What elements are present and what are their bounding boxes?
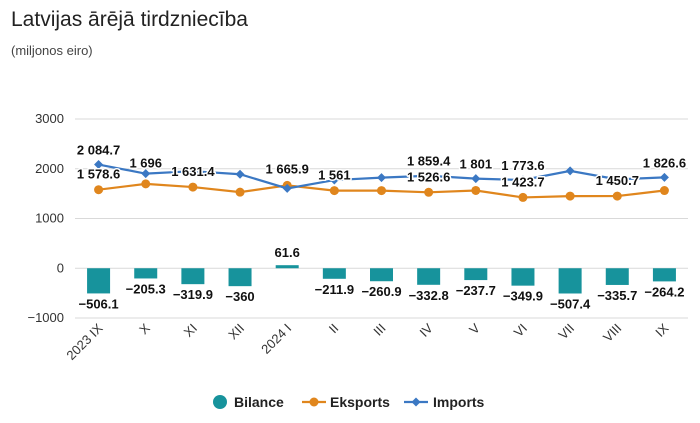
legend-imports-label: Imports bbox=[433, 394, 485, 410]
x-category-label: X bbox=[136, 320, 153, 337]
y-tick-label: 0 bbox=[57, 260, 64, 275]
chart-subtitle: (miljonos eiro) bbox=[11, 43, 93, 58]
imports-value-label: 1 665.9 bbox=[266, 161, 309, 176]
imports-value-label: 1 773.6 bbox=[501, 158, 544, 173]
bilance-value-label: −349.9 bbox=[503, 289, 543, 304]
bilance-value-label: −237.7 bbox=[456, 283, 496, 298]
x-category-label: IV bbox=[416, 320, 436, 340]
x-axis-labels: 2023 IX X XI XII 2024 I II III IV V VI VII VIII IX bbox=[63, 320, 671, 363]
imports-point bbox=[612, 174, 622, 184]
x-category-label: XI bbox=[181, 321, 200, 340]
imports-value-label: 1 801 bbox=[460, 157, 493, 172]
x-category-label: VIII bbox=[600, 321, 624, 345]
eksports-value-label: 1 631.4 bbox=[171, 164, 215, 179]
bilance-value-label: −211.9 bbox=[315, 282, 354, 297]
bilance-value-label: −205.3 bbox=[126, 281, 166, 296]
imports-point bbox=[94, 160, 104, 170]
imports-point bbox=[565, 166, 575, 176]
bilance-bar bbox=[652, 268, 676, 282]
eksports-point bbox=[141, 179, 151, 189]
bilance-bar bbox=[511, 268, 535, 286]
bilance-bar bbox=[228, 268, 252, 287]
x-category-label: VI bbox=[511, 321, 530, 340]
legend-bilance-marker bbox=[213, 395, 227, 409]
bilance-bar bbox=[87, 268, 111, 294]
bilance-value-label: −507.4 bbox=[550, 296, 591, 311]
x-category-label: 2023 IX bbox=[63, 320, 106, 363]
eksports-value-label: 1 526.6 bbox=[407, 169, 450, 184]
x-category-label: II bbox=[326, 321, 342, 337]
bilance-bar bbox=[181, 268, 205, 285]
bilance-value-label: −506.1 bbox=[79, 296, 119, 311]
imports-value-label: 2 084.7 bbox=[77, 143, 120, 158]
eksports-value-label: 1 450.7 bbox=[596, 173, 639, 188]
imports-point bbox=[471, 174, 481, 184]
x-category-label: III bbox=[370, 321, 388, 339]
data-labels: −506.1 −205.3 −319.9 −360 61.6 −211.9 −260.9 −3… bbox=[75, 141, 687, 313]
bilance-value-label: 61.6 bbox=[275, 245, 300, 260]
y-tick-label: 2000 bbox=[35, 161, 64, 176]
imports-point bbox=[282, 183, 292, 193]
eksports-point bbox=[659, 186, 669, 196]
eksports-point bbox=[188, 182, 198, 192]
legend: Bilance Eksports Imports bbox=[213, 394, 485, 410]
eksports-point bbox=[471, 185, 481, 195]
eksports-point bbox=[612, 191, 622, 201]
legend-bilance-label: Bilance bbox=[234, 394, 284, 410]
eksports-point bbox=[235, 187, 245, 197]
eksports-point bbox=[424, 187, 434, 197]
eksports-point bbox=[94, 185, 104, 195]
eksports-point bbox=[377, 186, 386, 196]
chart-title: Latvijas ārējā tirdzniecība bbox=[11, 8, 248, 31]
x-category-label: XII bbox=[225, 321, 247, 343]
bilance-value-label: −332.8 bbox=[409, 288, 449, 303]
bilance-bar bbox=[605, 268, 629, 285]
bilance-value-label: −260.9 bbox=[361, 284, 401, 299]
eksports-value-label: 1 423.7 bbox=[501, 174, 544, 189]
x-category-label: IX bbox=[652, 320, 672, 340]
legend-imports-marker bbox=[411, 397, 421, 407]
bilance-bars bbox=[87, 265, 676, 294]
imports-point bbox=[329, 175, 339, 185]
bilance-bar bbox=[417, 268, 441, 285]
x-category-label: 2024 I bbox=[258, 321, 294, 357]
y-tick-label: 1000 bbox=[35, 211, 64, 226]
bilance-value-label: −335.7 bbox=[597, 288, 637, 303]
bilance-value-label: −319.9 bbox=[173, 287, 213, 302]
bilance-bar bbox=[134, 268, 158, 279]
imports-point bbox=[377, 173, 386, 183]
eksports-point bbox=[565, 191, 575, 201]
eksports-point bbox=[518, 192, 528, 202]
imports-value-label: 1 696 bbox=[129, 156, 162, 171]
bilance-value-label: −360 bbox=[225, 289, 254, 304]
eksports-point bbox=[329, 186, 339, 196]
bilance-bar bbox=[275, 265, 299, 269]
imports-value-label: 1 859.4 bbox=[407, 154, 451, 169]
bilance-bar bbox=[370, 268, 393, 282]
bilance-bar bbox=[464, 268, 488, 281]
y-tick-label: −1000 bbox=[27, 310, 64, 325]
imports-point bbox=[518, 175, 528, 185]
gridlines bbox=[75, 118, 688, 319]
eksports-value-label: 1 561 bbox=[318, 168, 351, 183]
bilance-bar bbox=[558, 268, 582, 294]
bilance-value-label: −264.2 bbox=[644, 284, 684, 299]
bilance-bar bbox=[322, 268, 346, 279]
legend-eksports-label: Eksports bbox=[330, 394, 390, 410]
y-tick-label: 3000 bbox=[35, 111, 64, 126]
series-lines bbox=[94, 160, 669, 202]
imports-point bbox=[659, 172, 669, 182]
eksports-value-label: 1 578.6 bbox=[77, 167, 120, 182]
y-axis-ticks: 3000 2000 1000 0 −1000 bbox=[27, 111, 64, 325]
imports-point bbox=[141, 169, 151, 179]
x-category-label: VII bbox=[555, 321, 577, 343]
imports-point bbox=[235, 169, 245, 179]
imports-point bbox=[424, 171, 434, 181]
legend-eksports-marker bbox=[309, 397, 319, 407]
x-category-label: V bbox=[466, 320, 483, 337]
imports-value-label: 1 826.6 bbox=[643, 155, 686, 170]
imports-point bbox=[188, 166, 198, 176]
